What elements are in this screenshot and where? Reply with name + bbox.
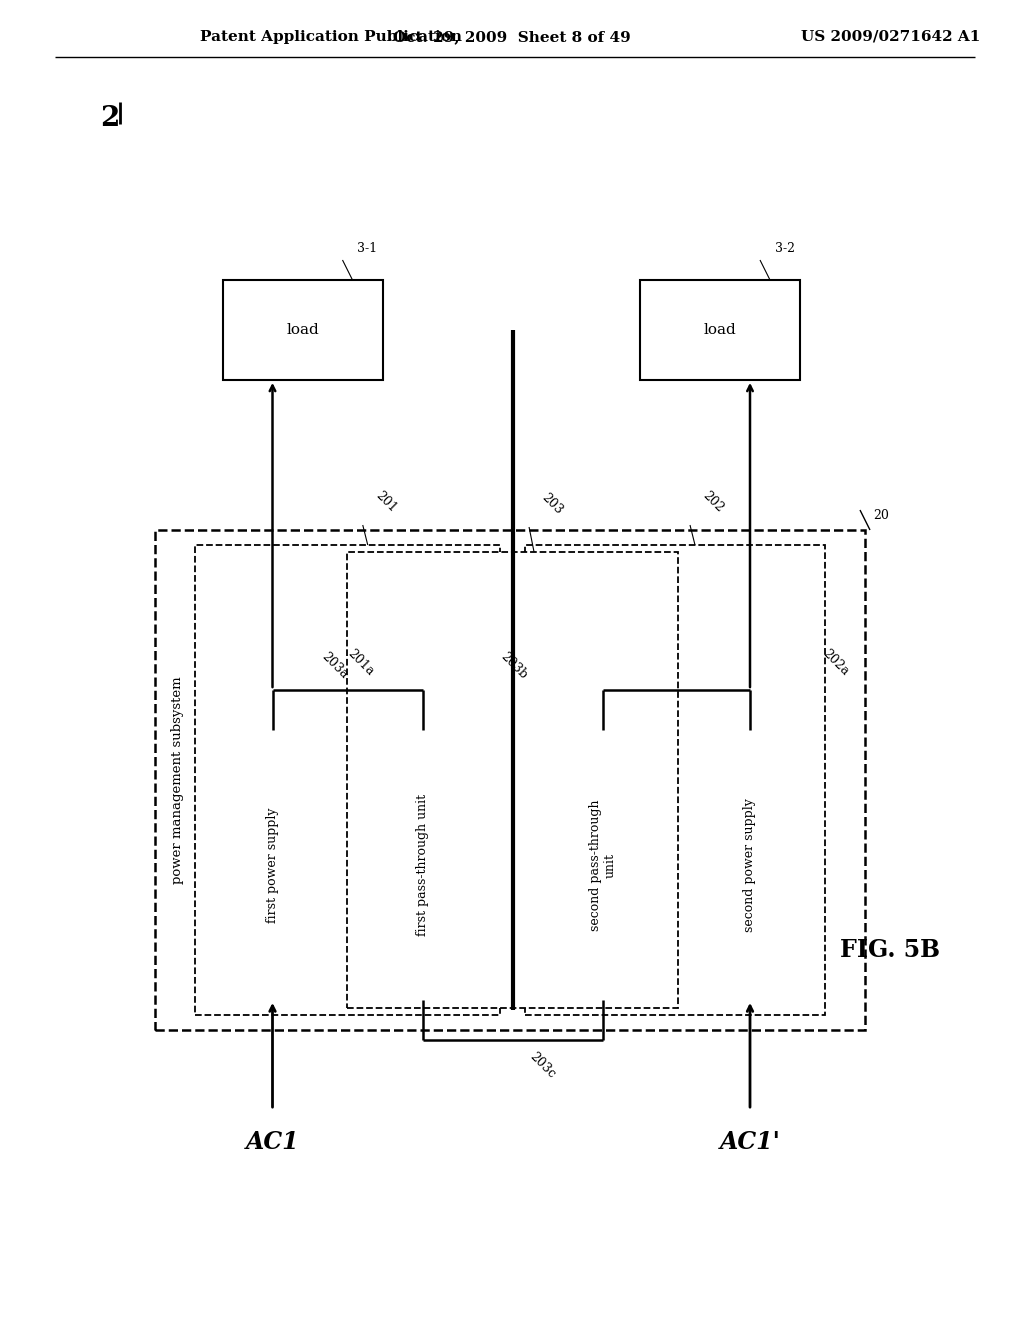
Text: 203a: 203a (318, 651, 350, 681)
Text: 202a: 202a (820, 647, 851, 678)
Text: AC1: AC1 (246, 1130, 299, 1154)
Text: power management subsystem: power management subsystem (171, 676, 183, 884)
Text: 3-2: 3-2 (775, 242, 795, 255)
Text: FIG. 5B: FIG. 5B (840, 939, 940, 962)
Bar (355, 730, 490, 1001)
Text: 201a: 201a (345, 647, 377, 678)
Bar (525, 545, 825, 1015)
Bar (685, 730, 815, 1001)
Text: 2: 2 (100, 106, 120, 132)
Bar (347, 552, 678, 1008)
Text: 203b: 203b (499, 649, 530, 682)
Bar (535, 730, 670, 1001)
Bar (155, 531, 865, 1030)
Text: AC1': AC1' (720, 1130, 780, 1154)
Text: first pass-through unit: first pass-through unit (416, 793, 429, 936)
Text: 202: 202 (700, 488, 726, 515)
Text: 203: 203 (539, 491, 565, 517)
Bar (195, 545, 500, 1015)
Text: first power supply: first power supply (266, 808, 279, 923)
Bar (222, 280, 383, 380)
Bar (205, 730, 340, 1001)
Text: load: load (286, 323, 318, 337)
Text: US 2009/0271642 A1: US 2009/0271642 A1 (801, 30, 980, 44)
Text: Patent Application Publication: Patent Application Publication (200, 30, 462, 44)
Text: 3-1: 3-1 (357, 242, 378, 255)
Text: 20: 20 (873, 510, 889, 521)
Text: load: load (703, 323, 736, 337)
Text: Oct. 29, 2009  Sheet 8 of 49: Oct. 29, 2009 Sheet 8 of 49 (393, 30, 631, 44)
Text: 203c: 203c (527, 1049, 558, 1081)
Text: second power supply: second power supply (743, 799, 757, 932)
Bar (640, 280, 800, 380)
Text: second pass-through
unit: second pass-through unit (589, 799, 616, 931)
Text: 201: 201 (373, 488, 398, 515)
